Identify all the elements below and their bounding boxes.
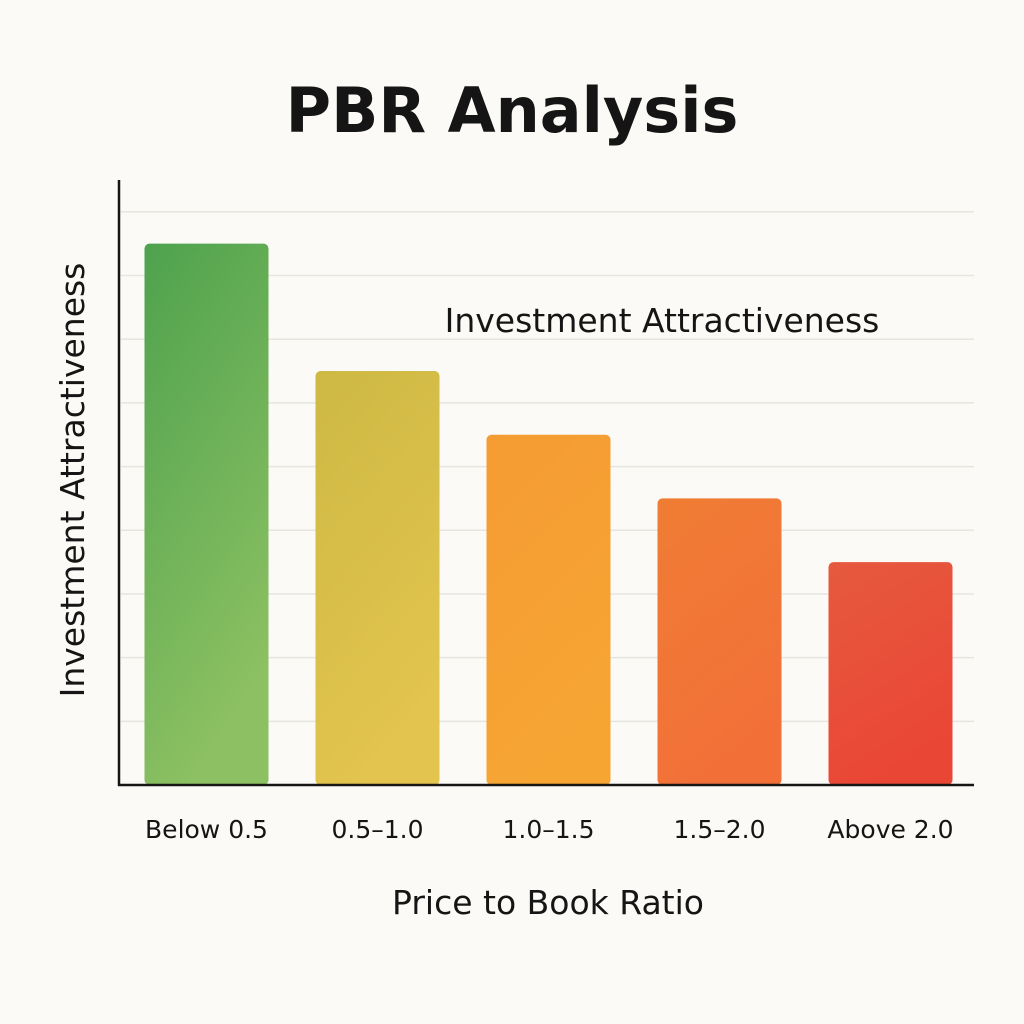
bar-2 bbox=[315, 371, 440, 785]
x-tick-label: 0.5–1.0 bbox=[331, 815, 423, 844]
x-tick-label: 1.0–1.5 bbox=[502, 815, 594, 844]
y-axis-title: Investment Attractiveness bbox=[53, 263, 92, 698]
x-tick-label: 1.5–2.0 bbox=[673, 815, 765, 844]
bar-5 bbox=[828, 562, 953, 785]
bars-group bbox=[144, 243, 953, 785]
x-tick-label: Above 2.0 bbox=[827, 815, 953, 844]
chart-annotation: Investment Attractiveness bbox=[445, 301, 880, 340]
x-tick-labels: Below 0.5 0.5–1.0 1.0–1.5 1.5–2.0 Above 2.0 bbox=[145, 815, 954, 844]
bar-3 bbox=[486, 434, 611, 785]
chart-title: PBR Analysis bbox=[286, 74, 739, 147]
bar-4 bbox=[657, 498, 782, 785]
x-axis-title: Price to Book Ratio bbox=[392, 883, 704, 922]
x-tick-label: Below 0.5 bbox=[145, 815, 268, 844]
bar-1 bbox=[144, 243, 269, 785]
